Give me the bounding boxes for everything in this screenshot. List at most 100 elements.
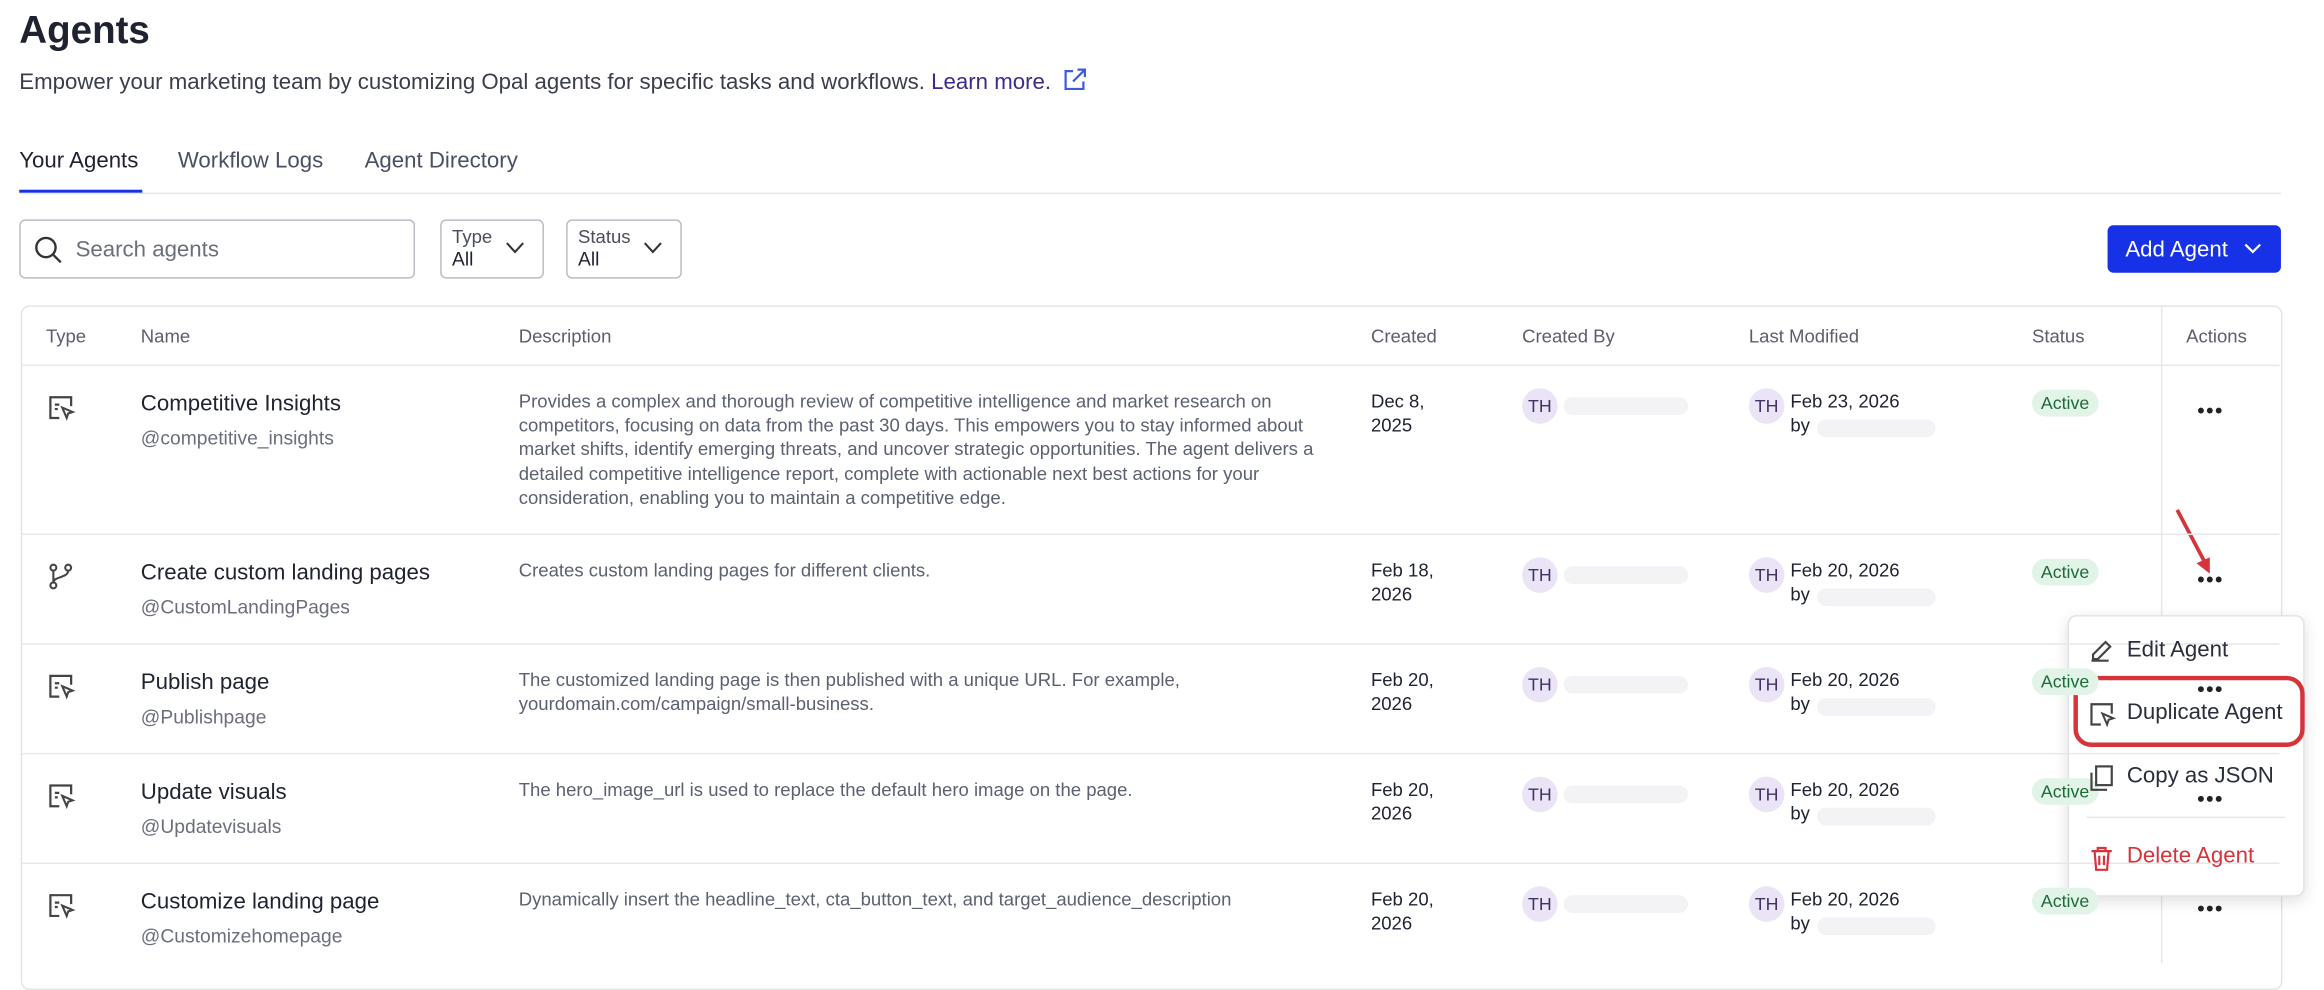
- avatar: TH: [1748, 388, 1785, 424]
- tab[interactable]: Agent Directory: [364, 148, 518, 174]
- menu-item[interactable]: Copy as JSON: [2126, 763, 2274, 789]
- menu-item[interactable]: Duplicate Agent: [2126, 699, 2283, 725]
- agent-handle: @Publishpage: [140, 705, 267, 728]
- arrow: [2175, 508, 2210, 574]
- filter-value: All: [578, 247, 600, 270]
- agent-icon: [49, 894, 76, 919]
- avatar: TH: [1522, 776, 1558, 813]
- name-redacted: [1817, 698, 1936, 716]
- agent-handle: @Customizehomepage: [140, 924, 343, 948]
- menu-item-icon: [2090, 765, 2113, 791]
- column-header: Description: [518, 326, 612, 347]
- agent-icon: [49, 396, 76, 421]
- divider: [22, 752, 2280, 755]
- row-actions[interactable]: [2196, 674, 2223, 701]
- column-header: Name: [140, 326, 191, 347]
- column-header: Created: [1370, 326, 1437, 347]
- column-header: Actions: [2186, 326, 2247, 347]
- search-box[interactable]: Search agents: [19, 219, 415, 279]
- search-icon: [35, 236, 62, 264]
- learn-more-link[interactable]: Learn more.: [931, 69, 1052, 95]
- more-icon: [2197, 407, 2222, 414]
- type-icon: [46, 891, 76, 928]
- agent-handle: @Updatevisuals: [140, 815, 282, 838]
- external-icon[interactable]: [1062, 67, 1089, 94]
- row-actions[interactable]: [2196, 894, 2223, 921]
- agent-description: Provides a complex and thorough review o…: [518, 391, 1314, 509]
- divider: [22, 862, 2280, 865]
- status-badge: Active: [2031, 558, 2099, 586]
- name-redacted: [1817, 588, 1936, 607]
- status-badge: Active: [2031, 389, 2099, 417]
- name-redacted: [1817, 917, 1936, 936]
- divider: [22, 643, 2280, 645]
- row-actions[interactable]: [2196, 396, 2223, 423]
- status-badge: Active: [2031, 668, 2099, 696]
- type-icon: [46, 671, 76, 708]
- page-title: Agents: [19, 7, 150, 52]
- search-placeholder: Search agents: [75, 237, 219, 263]
- modified-by: by: [1790, 414, 1810, 436]
- agent-name[interactable]: Create custom landing pages: [140, 560, 430, 586]
- created-date: Feb 20, 2026: [1370, 669, 1434, 715]
- name-redacted: [1563, 895, 1689, 913]
- type-icon: [46, 781, 76, 818]
- highlight: [2073, 675, 2305, 747]
- more-icon: [2197, 576, 2222, 583]
- menu-item[interactable]: Delete Agent: [2126, 843, 2255, 869]
- name-redacted: [1563, 675, 1689, 694]
- actions-menu: [2067, 615, 2305, 897]
- add-agent-label: Add Agent: [2125, 237, 2228, 263]
- agent-name[interactable]: Publish page: [140, 669, 270, 696]
- add-agent-button[interactable]: Add Agent: [2107, 225, 2281, 273]
- modified-by: by: [1790, 693, 1810, 715]
- column-header: Status: [2031, 326, 2085, 347]
- avatar: TH: [1522, 388, 1558, 424]
- status-badge: Active: [2031, 887, 2099, 915]
- avatar: TH: [1522, 666, 1558, 703]
- menu-icon: [2087, 637, 2117, 674]
- divider: [22, 364, 2280, 367]
- name-redacted: [1817, 419, 1936, 438]
- menu-item-icon: [2090, 703, 2117, 728]
- workflow-icon: [49, 563, 73, 590]
- divider: [22, 533, 2280, 536]
- agent-description: Dynamically insert the headline_text, ct…: [518, 889, 1232, 911]
- filter[interactable]: [566, 219, 682, 279]
- name-redacted: [1817, 807, 1936, 826]
- more-icon: [2197, 905, 2222, 912]
- row-actions[interactable]: [2196, 565, 2223, 592]
- filter-value: All: [452, 247, 474, 270]
- app: Agents Empower your marketing team by cu…: [19, 7, 2305, 990]
- menu-item[interactable]: Edit Agent: [2126, 637, 2229, 663]
- tab[interactable]: Workflow Logs: [177, 148, 324, 174]
- menu-icon: [2087, 843, 2117, 880]
- column-header: Created By: [1522, 326, 1615, 347]
- chevron: [643, 242, 662, 254]
- tab[interactable]: Your Agents: [19, 148, 139, 174]
- filter[interactable]: [440, 219, 544, 279]
- status-badge: Active: [2031, 778, 2099, 805]
- filter-label: Type: [452, 226, 493, 248]
- agent-icon: [49, 784, 76, 810]
- column-header: Last Modified: [1748, 326, 1860, 347]
- description-text: Empower your marketing team by customizi…: [19, 69, 925, 95]
- menu-item-icon: [2091, 640, 2112, 662]
- type-icon: [46, 393, 76, 430]
- modified-date: Feb 23, 2026: [1790, 391, 1900, 413]
- row-actions[interactable]: [2196, 784, 2223, 811]
- name-redacted: [1563, 397, 1689, 415]
- modified-by: by: [1790, 583, 1810, 605]
- avatar: TH: [1748, 776, 1785, 813]
- menu-icon: [2087, 763, 2117, 800]
- agent-name[interactable]: Update visuals: [140, 779, 287, 805]
- name-redacted: [1563, 785, 1689, 804]
- menu-icon: [2087, 700, 2117, 737]
- avatar: TH: [1522, 557, 1558, 593]
- agent-description: The customized landing page is then publ…: [518, 669, 1180, 715]
- created-date: Feb 18, 2026: [1370, 560, 1434, 605]
- agent-name[interactable]: Competitive Insights: [140, 391, 341, 417]
- page: Agents Empower your marketing team by cu…: [19, 7, 2305, 990]
- more-icon: [2197, 686, 2222, 693]
- agent-name[interactable]: Customize landing page: [140, 889, 380, 915]
